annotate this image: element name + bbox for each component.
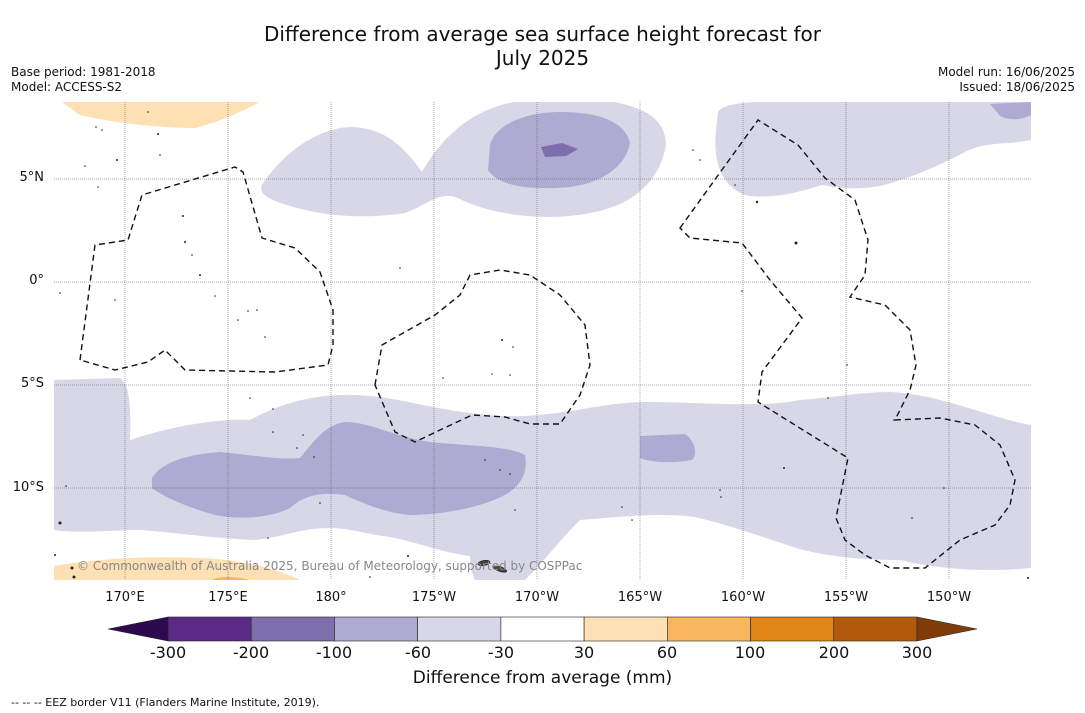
colorbar-segment — [833, 616, 918, 642]
lon-label-150w: 150°W — [926, 590, 972, 605]
colorbar-segment — [417, 616, 502, 642]
colorbar-segment — [500, 616, 585, 642]
colorbar-segment — [334, 616, 418, 642]
lon-label-175w: 175°W — [411, 590, 457, 605]
colorbar-underflow — [107, 616, 169, 642]
colorbar-segment — [750, 616, 835, 642]
lon-label-170e: 170°E — [105, 590, 145, 605]
colorbar-segment — [250, 616, 335, 642]
lon-label-180: 180° — [315, 590, 347, 605]
map-area — [54, 102, 1031, 580]
colorbar-segment — [167, 616, 252, 642]
colorbar-overflow — [916, 616, 978, 642]
colorbar-tick-m60: -60 — [404, 643, 432, 662]
map-title-line1: Difference from average sea surface heig… — [263, 22, 822, 46]
eez-border-east — [679, 119, 1016, 569]
lon-label-160w: 160°W — [720, 590, 766, 605]
graticule — [54, 102, 1031, 580]
colorbar-tick-m30: -30 — [487, 643, 515, 662]
colorbar-tick-m100: -100 — [315, 643, 353, 662]
eez-border-central — [374, 269, 591, 443]
anomaly-region-positive-south — [54, 557, 300, 580]
lon-label-175e: 175°E — [208, 590, 248, 605]
eez-borders — [79, 119, 1016, 569]
anomaly-patch-strong — [541, 143, 578, 157]
base-period-label: Base period: 1981-2018 — [11, 65, 156, 79]
anomaly-region-east-core — [640, 434, 696, 463]
colorbar — [107, 616, 978, 642]
lat-label-5s: 5°S — [20, 376, 44, 391]
copyright-text: © Commonwealth of Australia 2025, Bureau… — [77, 559, 583, 573]
anomaly-region-northeast-core — [990, 102, 1031, 120]
anomaly-region-south-core — [152, 422, 526, 518]
anomaly-region-south-band — [54, 378, 1031, 580]
colorbar-tick-300: 300 — [901, 643, 933, 662]
map-title-line2: July 2025 — [495, 46, 590, 70]
lon-label-155w: 155°W — [823, 590, 869, 605]
island-group-samoa — [477, 560, 507, 573]
island-markers — [54, 111, 1029, 579]
colorbar-segment — [583, 616, 668, 642]
colorbar-tick-m300: -300 — [149, 643, 187, 662]
eez-border-west — [79, 166, 334, 373]
colorbar-tick-m200: -200 — [232, 643, 270, 662]
colorbar-tick-30: 30 — [573, 643, 595, 662]
colorbar-tick-100: 100 — [734, 643, 766, 662]
anomaly-region-positive-north — [62, 102, 260, 128]
issued-label: Issued: 18/06/2025 — [959, 80, 1075, 94]
lat-label-10s: 10°S — [12, 480, 44, 495]
colorbar-tick-200: 200 — [818, 643, 850, 662]
colorbar-label: Difference from average (mm) — [412, 668, 673, 688]
lat-label-5n: 5°N — [19, 170, 45, 185]
eez-legend: -- -- -- EEZ border V11 (Flanders Marine… — [11, 696, 320, 709]
colorbar-tick-60: 60 — [656, 643, 678, 662]
anomaly-region-north-east — [715, 102, 1031, 197]
model-label: Model: ACCESS-S2 — [11, 80, 123, 94]
colorbar-segment — [667, 616, 751, 642]
colorbar-segments — [167, 616, 918, 642]
lon-label-170w: 170°W — [514, 590, 560, 605]
anomaly-region-positive-south-core — [213, 577, 250, 580]
model-run-label: Model run: 16/06/2025 — [937, 65, 1075, 79]
lon-label-165w: 165°W — [617, 590, 663, 605]
lat-label-0: 0° — [29, 273, 44, 288]
